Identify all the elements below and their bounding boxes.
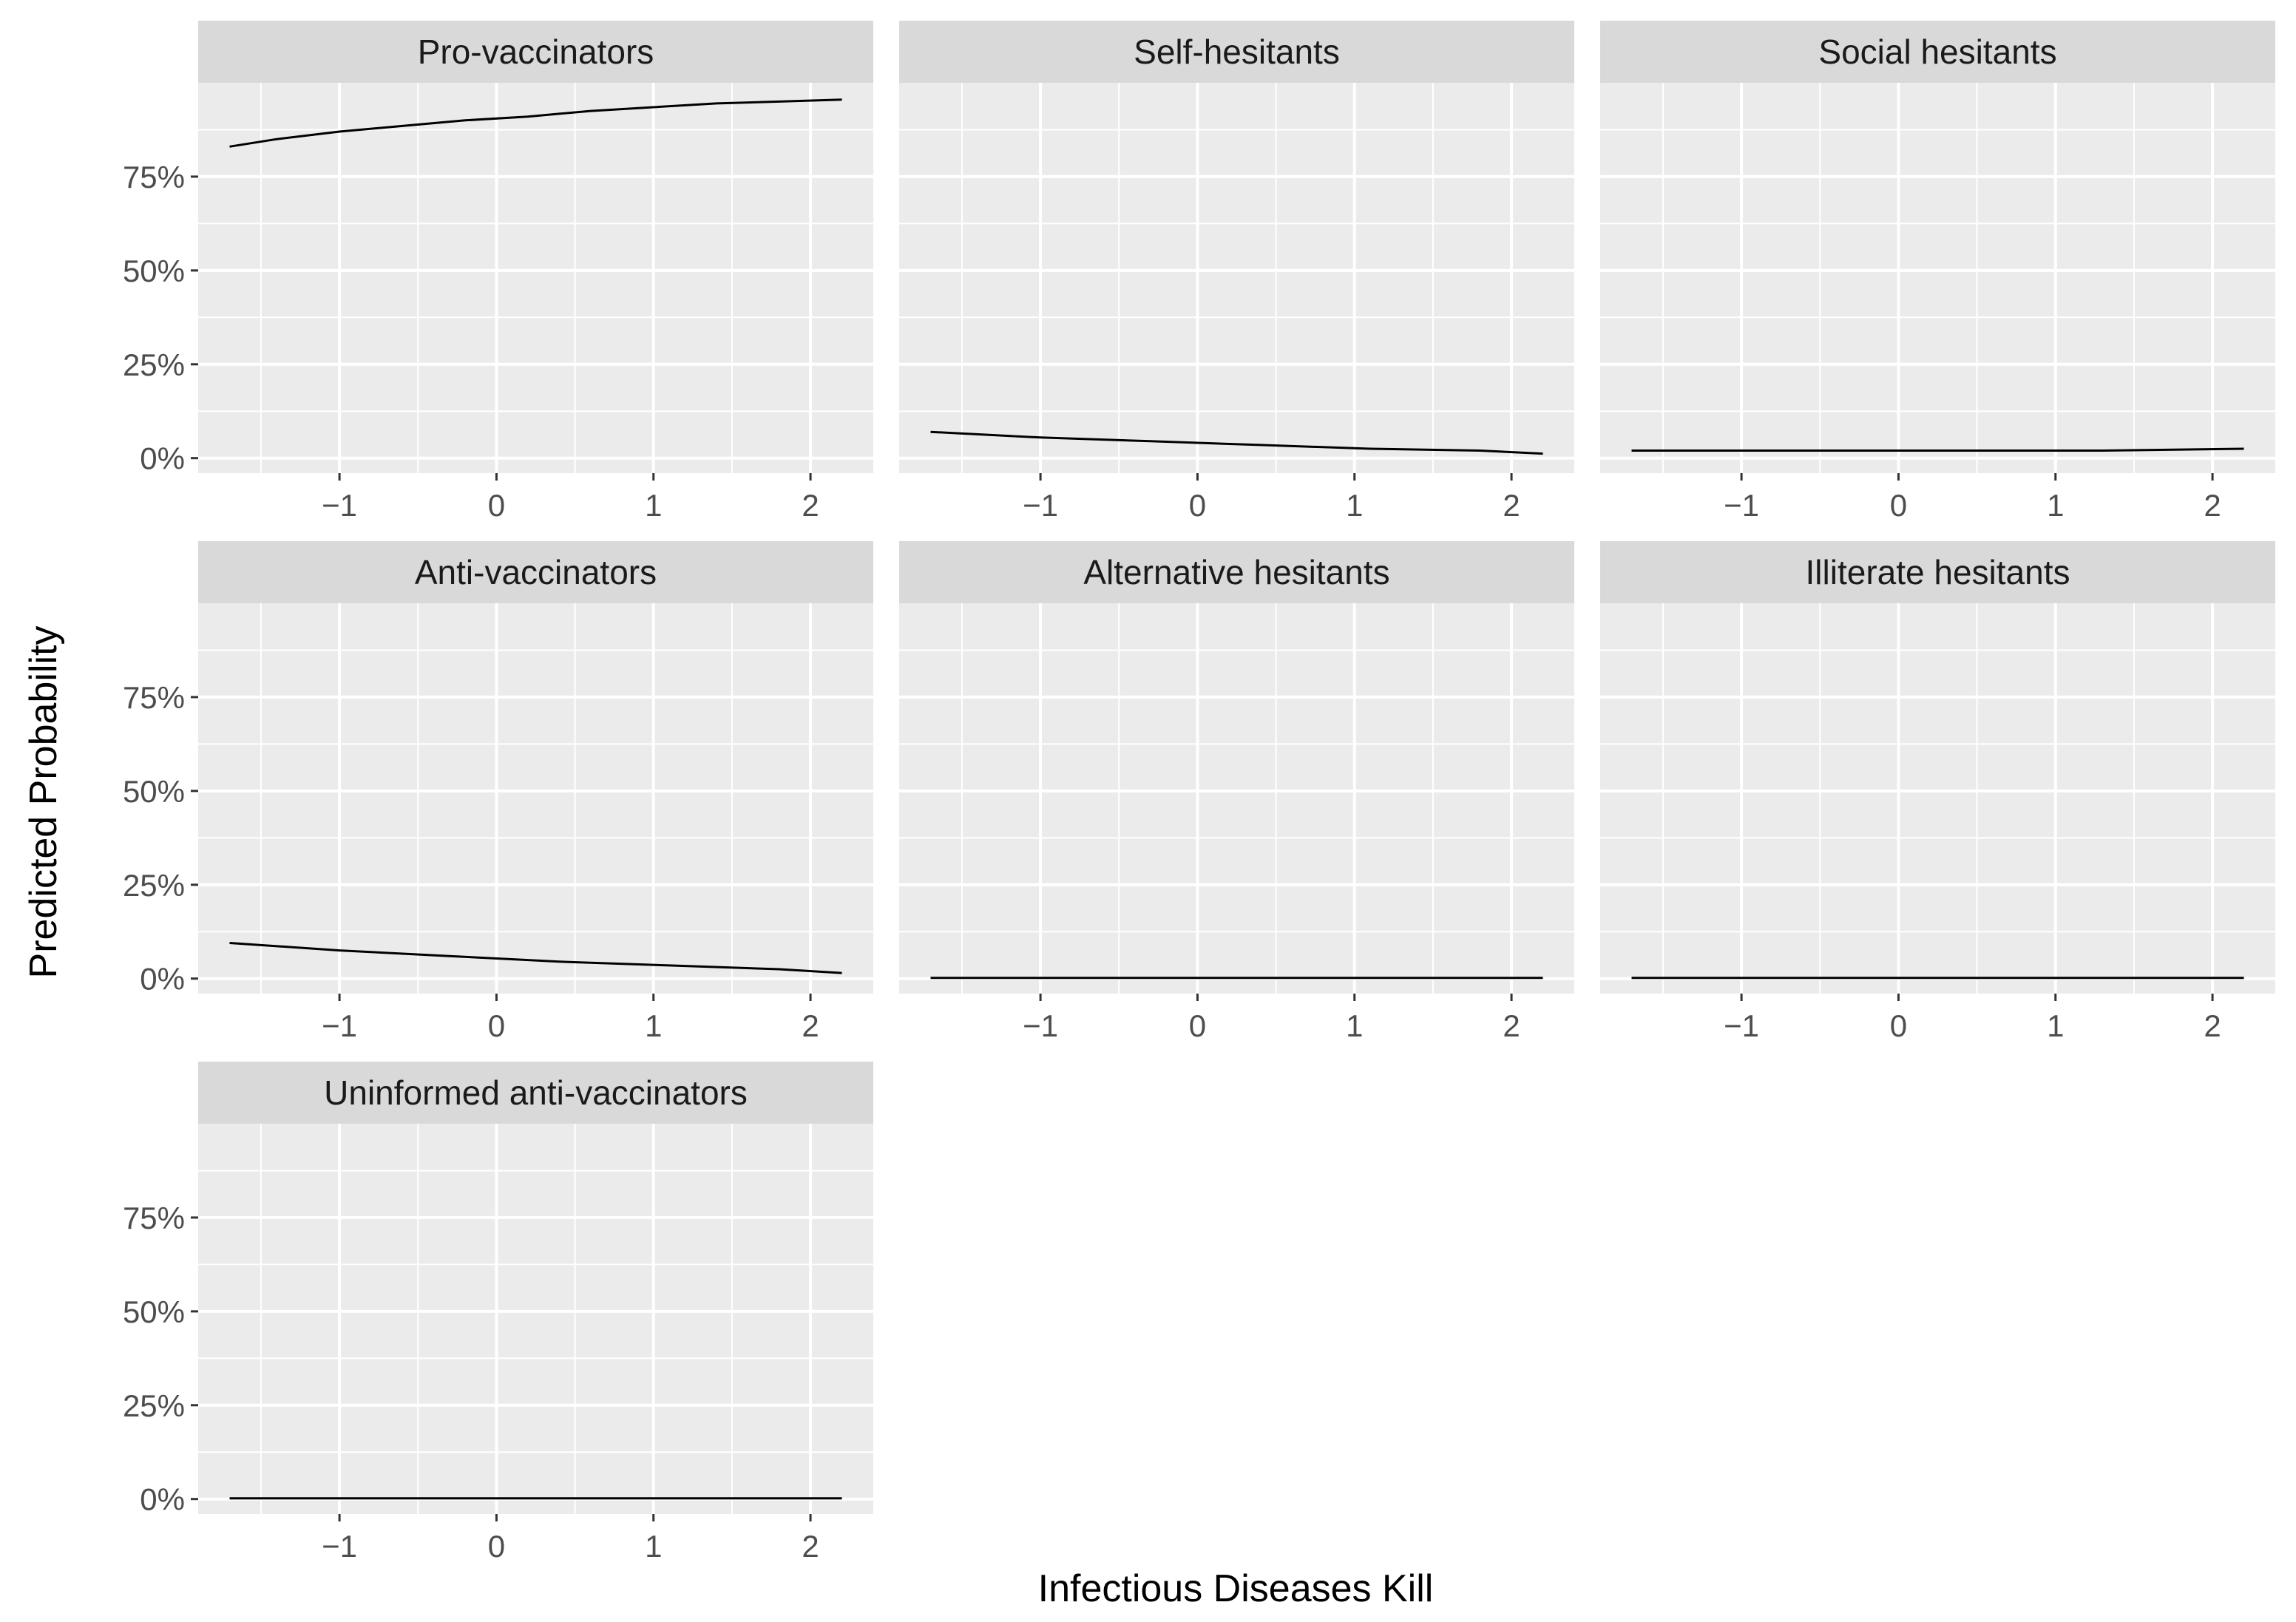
x-tick-label: −1 xyxy=(1023,1008,1058,1043)
x-tick-label: −1 xyxy=(1724,1008,1759,1043)
y-axis-title: Predicted Probability xyxy=(22,626,65,979)
facet-strip xyxy=(198,541,873,603)
facet-strip-label: Alternative hesitants xyxy=(1083,553,1389,591)
facet-panel: Illiterate hesitants −1 0 1 2 xyxy=(1600,541,2275,1043)
panel-background xyxy=(899,83,1574,473)
y-tick-label: 0% xyxy=(140,962,185,997)
facet-strip xyxy=(1600,21,2275,83)
x-tick-label: 1 xyxy=(645,1529,662,1564)
facet-panel: Anti-vaccinators −1 0 1 2 0% 25% 50% 75% xyxy=(123,541,873,1043)
x-tick-label: 0 xyxy=(1890,488,1907,523)
series-line xyxy=(229,98,842,148)
panel-background xyxy=(198,83,873,473)
x-tick-label: 0 xyxy=(488,1008,505,1043)
x-tick-label: 1 xyxy=(1346,1008,1363,1043)
x-tick-label: 2 xyxy=(802,488,819,523)
x-tick-label: 0 xyxy=(1189,488,1206,523)
y-tick-label: 50% xyxy=(123,254,185,288)
y-tick-label: 0% xyxy=(140,441,185,476)
facet-strip-label: Uninformed anti-vaccinators xyxy=(324,1073,748,1112)
x-tick-label: −1 xyxy=(1023,488,1058,523)
y-tick-label: 25% xyxy=(123,1388,185,1423)
x-axis-title: Infectious Diseases Kill xyxy=(1038,1567,1434,1610)
panel-background xyxy=(198,603,873,994)
y-tick-label: 50% xyxy=(123,774,185,809)
y-tick-label: 25% xyxy=(123,868,185,903)
y-tick-label: 50% xyxy=(123,1294,185,1329)
y-tick-label: 75% xyxy=(123,680,185,715)
x-tick-label: 1 xyxy=(2047,1008,2064,1043)
x-tick-label: −1 xyxy=(322,1529,357,1564)
x-tick-label: 2 xyxy=(802,1008,819,1043)
x-tick-label: −1 xyxy=(322,1008,357,1043)
facet-panel: Uninformed anti-vaccinators −1 0 1 2 0% 25% 50%… xyxy=(123,1062,873,1564)
x-tick-label: 1 xyxy=(645,1008,662,1043)
facet-strip xyxy=(198,21,873,83)
x-tick-label: 1 xyxy=(1346,488,1363,523)
panel-background xyxy=(1600,603,2275,994)
facet-strip xyxy=(198,1062,873,1124)
x-tick-label: 1 xyxy=(2047,488,2064,523)
facet-panel: Social hesitants −1 0 1 2 xyxy=(1600,21,2275,523)
facet-strip-label: Illiterate hesitants xyxy=(1806,553,2070,591)
series-line xyxy=(930,430,1543,455)
x-tick-label: 0 xyxy=(1189,1008,1206,1043)
x-tick-label: 2 xyxy=(2204,488,2221,523)
facet-strip-label: Self-hesitants xyxy=(1134,33,1340,71)
facet-panel: Pro-vaccinators −1 0 1 2 0% 25% 50% 75% xyxy=(123,21,873,523)
x-tick-label: 2 xyxy=(2204,1008,2221,1043)
x-tick-label: 2 xyxy=(1503,1008,1520,1043)
x-tick-label: −1 xyxy=(322,488,357,523)
panel-background xyxy=(198,1124,873,1514)
facet-strip-label: Anti-vaccinators xyxy=(415,553,657,591)
panel-background xyxy=(899,603,1574,994)
series-line xyxy=(1631,447,2244,452)
y-tick-label: 75% xyxy=(123,160,185,194)
x-tick-label: −1 xyxy=(1724,488,1759,523)
facet-strip xyxy=(899,541,1574,603)
facet-strip xyxy=(899,21,1574,83)
facet-strip xyxy=(1600,541,2275,603)
series-line xyxy=(229,942,842,974)
x-tick-label: 2 xyxy=(1503,488,1520,523)
y-tick-label: 25% xyxy=(123,347,185,382)
facet-strip-label: Social hesitants xyxy=(1818,33,2056,71)
facet-strip-label: Pro-vaccinators xyxy=(418,33,654,71)
x-tick-label: 0 xyxy=(488,488,505,523)
panel-background xyxy=(1600,83,2275,473)
facet-panel: Self-hesitants −1 0 1 2 xyxy=(899,21,1574,523)
x-tick-label: 0 xyxy=(488,1529,505,1564)
x-tick-label: 2 xyxy=(802,1529,819,1564)
y-tick-label: 0% xyxy=(140,1482,185,1517)
facet-panel: Alternative hesitants −1 0 1 2 xyxy=(899,541,1574,1043)
y-tick-label: 75% xyxy=(123,1201,185,1235)
x-tick-label: 0 xyxy=(1890,1008,1907,1043)
x-tick-label: 1 xyxy=(645,488,662,523)
